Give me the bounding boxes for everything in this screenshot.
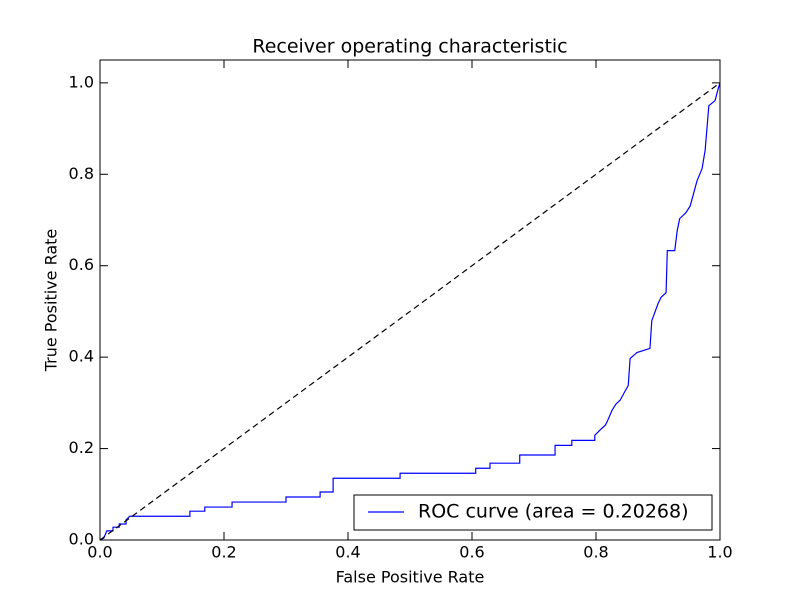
legend-box (353, 494, 713, 531)
chart-title: Receiver operating characteristic (252, 36, 567, 58)
x-tick-label: 1.0 (707, 543, 732, 562)
y-tick-label: 0.4 (69, 347, 94, 366)
x-tick-label: 0.0 (87, 543, 112, 562)
x-axis-label: False Positive Rate (336, 568, 485, 587)
x-tick-label: 0.2 (211, 543, 236, 562)
y-tick-label: 1.0 (69, 72, 94, 91)
roc-curve (99, 82, 721, 541)
x-tick-label: 0.6 (459, 543, 484, 562)
y-tick-label: 0.0 (69, 530, 94, 549)
y-axis-label: True Positive Rate (42, 229, 61, 373)
y-tick-label: 0.8 (69, 164, 94, 183)
legend-label: ROC curve (area = 0.20268) (418, 501, 689, 523)
diagonal-line (99, 82, 721, 541)
x-tick-label: 0.8 (583, 543, 608, 562)
x-tick-label: 0.4 (335, 543, 360, 562)
plot-frame (99, 59, 721, 541)
y-tick-label: 0.6 (69, 255, 94, 274)
y-tick-label: 0.2 (69, 438, 94, 457)
